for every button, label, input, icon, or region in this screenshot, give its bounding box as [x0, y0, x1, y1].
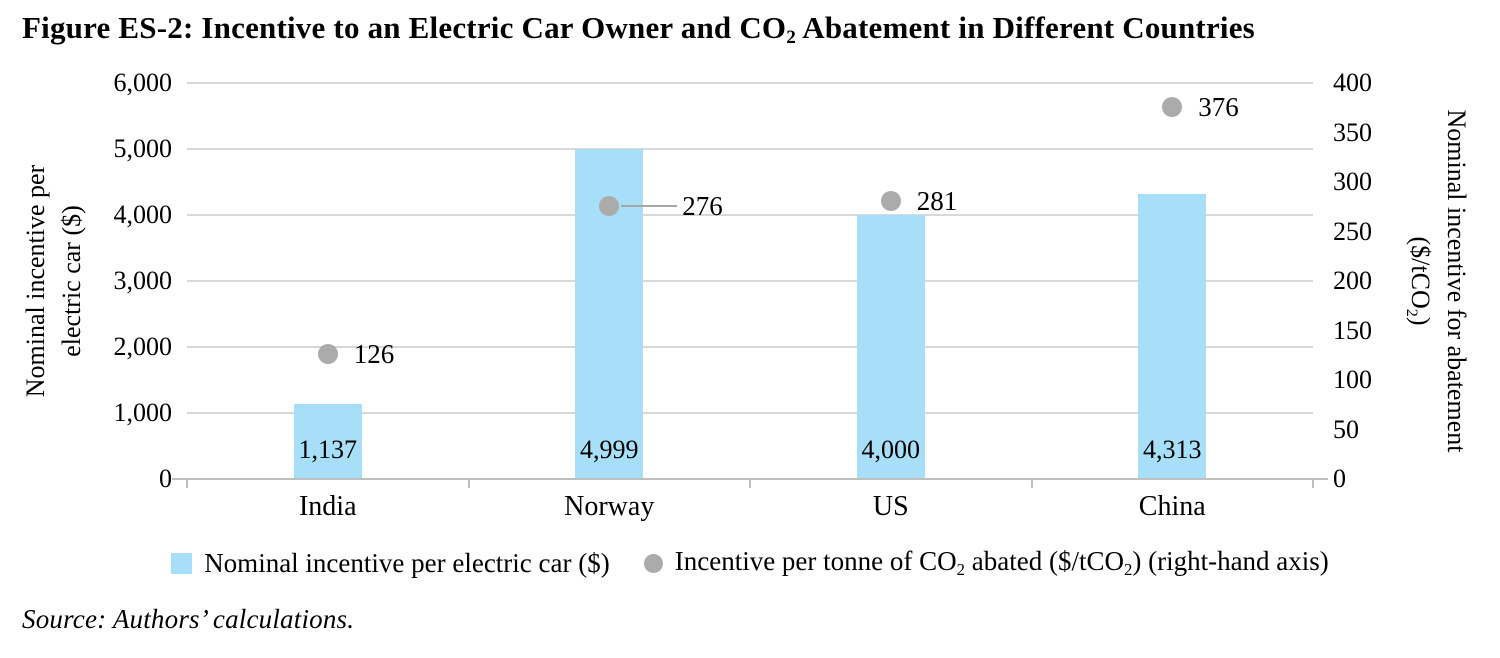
legend-label-dots: Incentive per tonne of CO2 abated ($/tCO… — [674, 546, 1329, 579]
right-axis-tick-label: 0 — [1333, 464, 1346, 493]
co2-subscript: 2 — [786, 27, 797, 49]
left-axis-tick-label: 2,000 — [113, 332, 173, 361]
left-axis-tick-label: 0 — [159, 464, 172, 493]
right-axis-title: Nominal incentive for abatement ($/tCO2) — [1398, 110, 1474, 453]
bar-us — [856, 215, 925, 479]
right-axis-tick-label: 300 — [1333, 167, 1372, 196]
bar-value-label: 4,313 — [1143, 435, 1202, 464]
x-axis-tick — [1030, 478, 1033, 488]
co2-subscript: 2 — [956, 559, 966, 579]
right-axis-tick-label: 150 — [1333, 315, 1372, 345]
plot-area: 1,137 4,999 4,000 4,313 126 276 281 376 — [187, 82, 1313, 479]
right-axis-title-line: Nominal incentive for abatement — [1442, 109, 1471, 453]
category-label-norway: Norway — [564, 491, 655, 522]
scatter-value-label: 276 — [682, 190, 723, 221]
right-axis-tick-label: 250 — [1333, 216, 1372, 246]
x-axis-tick — [749, 478, 751, 488]
figure-title-text: Abatement in Different Countries — [796, 10, 1255, 45]
left-axis-tick-label: 1,000 — [113, 398, 173, 427]
right-axis-tick-label: 350 — [1333, 117, 1372, 147]
gridline — [187, 82, 1313, 84]
bar-china — [1138, 194, 1207, 479]
gridline — [187, 280, 1313, 282]
gridline — [187, 148, 1313, 150]
category-label-india: India — [298, 491, 357, 522]
co2-subscript: 2 — [1123, 559, 1133, 579]
source-note: Source: Authors’ calculations. — [22, 604, 355, 634]
right-axis-tick-label: 400 — [1333, 68, 1372, 97]
left-axis-tick-label: 3,000 — [113, 266, 173, 295]
left-axis-tick-label: 4,000 — [113, 200, 173, 229]
scatter-dot-china — [1162, 96, 1183, 117]
right-axis-title-line: ($/tCO2) — [1403, 236, 1436, 326]
scatter-series-swatch — [643, 553, 663, 573]
right-axis-tick-label: 200 — [1333, 266, 1372, 295]
legend-label-bars: Nominal incentive per electric car ($) — [204, 548, 610, 578]
scatter-value-label: 281 — [916, 185, 958, 216]
x-axis-tick — [1312, 478, 1314, 488]
scatter-dot-norway — [599, 195, 620, 216]
scatter-value-label: 126 — [353, 339, 395, 370]
x-axis-tick — [467, 478, 470, 488]
bar-series-swatch — [171, 552, 193, 574]
legend-item-dots: Incentive per tonne of CO2 abated ($/tCO… — [643, 545, 1329, 581]
left-axis-tick-label: 6,000 — [113, 68, 173, 97]
figure-title: Figure ES-2: Incentive to an Electric Ca… — [22, 10, 1255, 49]
right-axis-tick-label: 100 — [1333, 365, 1372, 394]
bar-value-label: 4,999 — [580, 435, 639, 464]
figure-title-text: Figure ES-2: Incentive to an Electric Ca… — [22, 10, 787, 45]
category-label-china: China — [1138, 491, 1206, 522]
bar-value-label: 1,137 — [298, 435, 358, 464]
co2-subscript: 2 — [1403, 308, 1421, 317]
legend: Nominal incentive per electric car ($) I… — [0, 545, 1500, 581]
category-label-us: US — [872, 491, 909, 522]
left-axis-tick-label: 5,000 — [113, 134, 173, 163]
right-axis-tick-label: 50 — [1333, 414, 1359, 444]
bar-value-label: 4,000 — [861, 435, 921, 464]
scatter-dot-india — [317, 344, 338, 365]
gridline — [187, 412, 1313, 414]
scatter-dot-us — [880, 190, 901, 211]
gridline — [187, 346, 1313, 348]
scatter-value-label: 376 — [1198, 91, 1239, 122]
gridline — [187, 214, 1313, 216]
callout-line — [621, 204, 678, 207]
legend-item-bars: Nominal incentive per electric car ($) — [171, 547, 610, 579]
bar-india — [293, 403, 362, 479]
x-axis-tick — [186, 478, 188, 488]
